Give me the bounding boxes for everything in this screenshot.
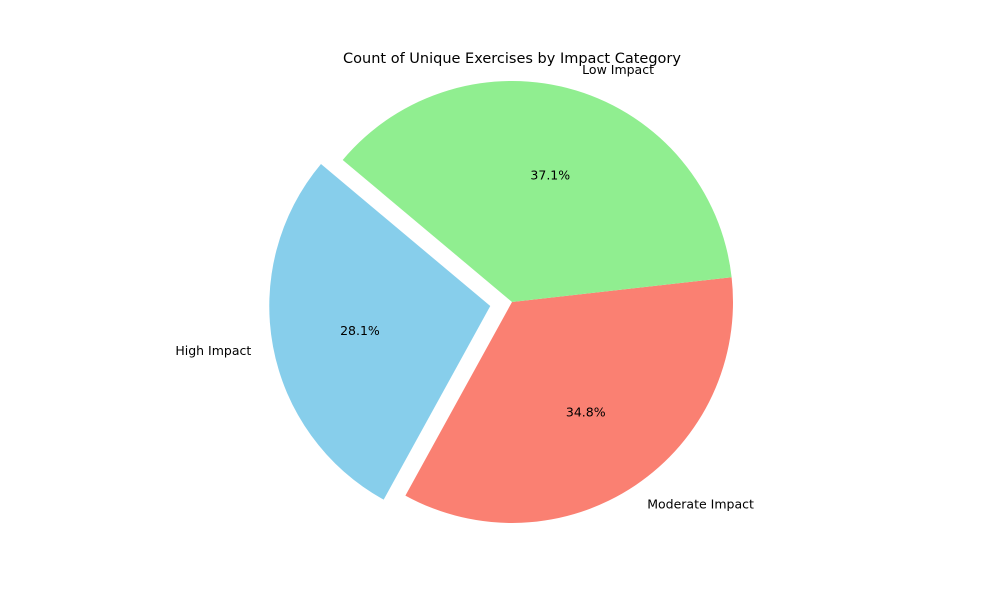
slice-label-low-impact: Low Impact <box>582 62 654 77</box>
pct-label-high-impact: 28.1% <box>340 323 380 338</box>
slice-label-high-impact: High Impact <box>175 343 251 358</box>
slice-label-moderate-impact: Moderate Impact <box>647 497 754 512</box>
pie-slice-high-impact <box>269 164 491 500</box>
pct-label-low-impact: 37.1% <box>530 168 570 183</box>
pct-label-moderate-impact: 34.8% <box>566 405 606 420</box>
pie-labels: 28.1% High Impact 34.8% Moderate Impact 37.1… <box>175 62 754 512</box>
pie-slice-moderate-impact <box>405 277 734 523</box>
chart-title: Count of Unique Exercises by Impact Cate… <box>343 51 681 67</box>
pie-slice-low-impact <box>342 80 732 302</box>
pie-slices <box>269 80 734 523</box>
